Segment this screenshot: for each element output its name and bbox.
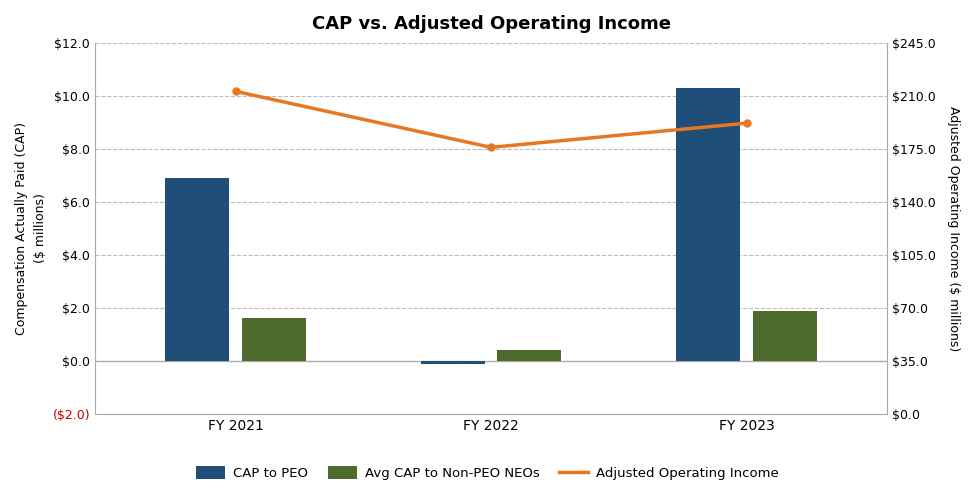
Title: CAP vs. Adjusted Operating Income: CAP vs. Adjusted Operating Income bbox=[312, 15, 671, 33]
Bar bbox=[497, 350, 562, 361]
Bar bbox=[242, 318, 306, 361]
Y-axis label: Compensation Actually Paid (CAP)
($ millions): Compensation Actually Paid (CAP) ($ mill… bbox=[15, 122, 47, 335]
Legend: CAP to PEO, Avg CAP to Non-PEO NEOs, Adjusted Operating Income: CAP to PEO, Avg CAP to Non-PEO NEOs, Adj… bbox=[191, 461, 784, 486]
Bar bbox=[753, 310, 817, 361]
Y-axis label: Adjusted Operating Income ($ millions): Adjusted Operating Income ($ millions) bbox=[947, 106, 960, 351]
Bar bbox=[166, 178, 229, 361]
Bar bbox=[421, 361, 485, 364]
Bar bbox=[677, 88, 740, 361]
